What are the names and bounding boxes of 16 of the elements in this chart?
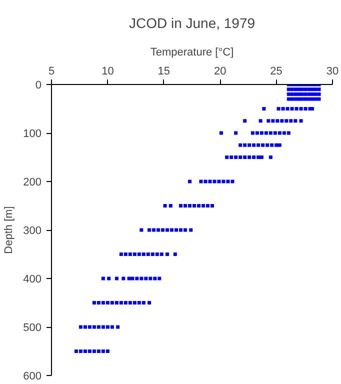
- chart-title: JCOD in June, 1979: [128, 15, 256, 31]
- x-tick-label: 25: [270, 66, 282, 78]
- x-tick-label: 15: [158, 66, 170, 78]
- y-axis-title: Depth [m]: [3, 206, 16, 254]
- y-tick-label: 400: [23, 274, 42, 286]
- x-tick-label: 20: [214, 66, 226, 78]
- y-tick-label: 100: [23, 128, 42, 140]
- y-tick-label: 200: [23, 176, 42, 188]
- x-axis-title: Temperature [°C]: [150, 46, 234, 58]
- y-tick-label: 600: [23, 370, 42, 382]
- y-tick-label: 500: [23, 322, 42, 334]
- y-tick-label: 0: [35, 80, 42, 92]
- x-tick-label: 30: [326, 66, 339, 78]
- x-tick-label: 5: [48, 66, 55, 78]
- x-tick-label: 10: [102, 66, 114, 78]
- y-tick-label: 300: [23, 225, 42, 237]
